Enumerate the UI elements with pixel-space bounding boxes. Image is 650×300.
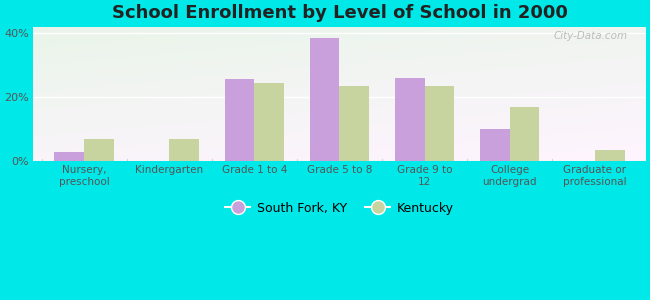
- Text: City-Data.com: City-Data.com: [553, 31, 627, 40]
- Bar: [339, 86, 369, 161]
- Bar: [84, 139, 114, 161]
- Bar: [424, 86, 454, 161]
- Bar: [510, 107, 540, 161]
- Legend: South Fork, KY, Kentucky: South Fork, KY, Kentucky: [220, 196, 459, 220]
- Bar: [480, 129, 510, 161]
- Bar: [395, 78, 424, 161]
- Bar: [309, 38, 339, 161]
- Bar: [169, 139, 199, 161]
- Title: School Enrollment by Level of School in 2000: School Enrollment by Level of School in …: [112, 4, 567, 22]
- Bar: [254, 82, 284, 161]
- Bar: [224, 80, 254, 161]
- Bar: [595, 150, 625, 161]
- Bar: [55, 152, 84, 161]
